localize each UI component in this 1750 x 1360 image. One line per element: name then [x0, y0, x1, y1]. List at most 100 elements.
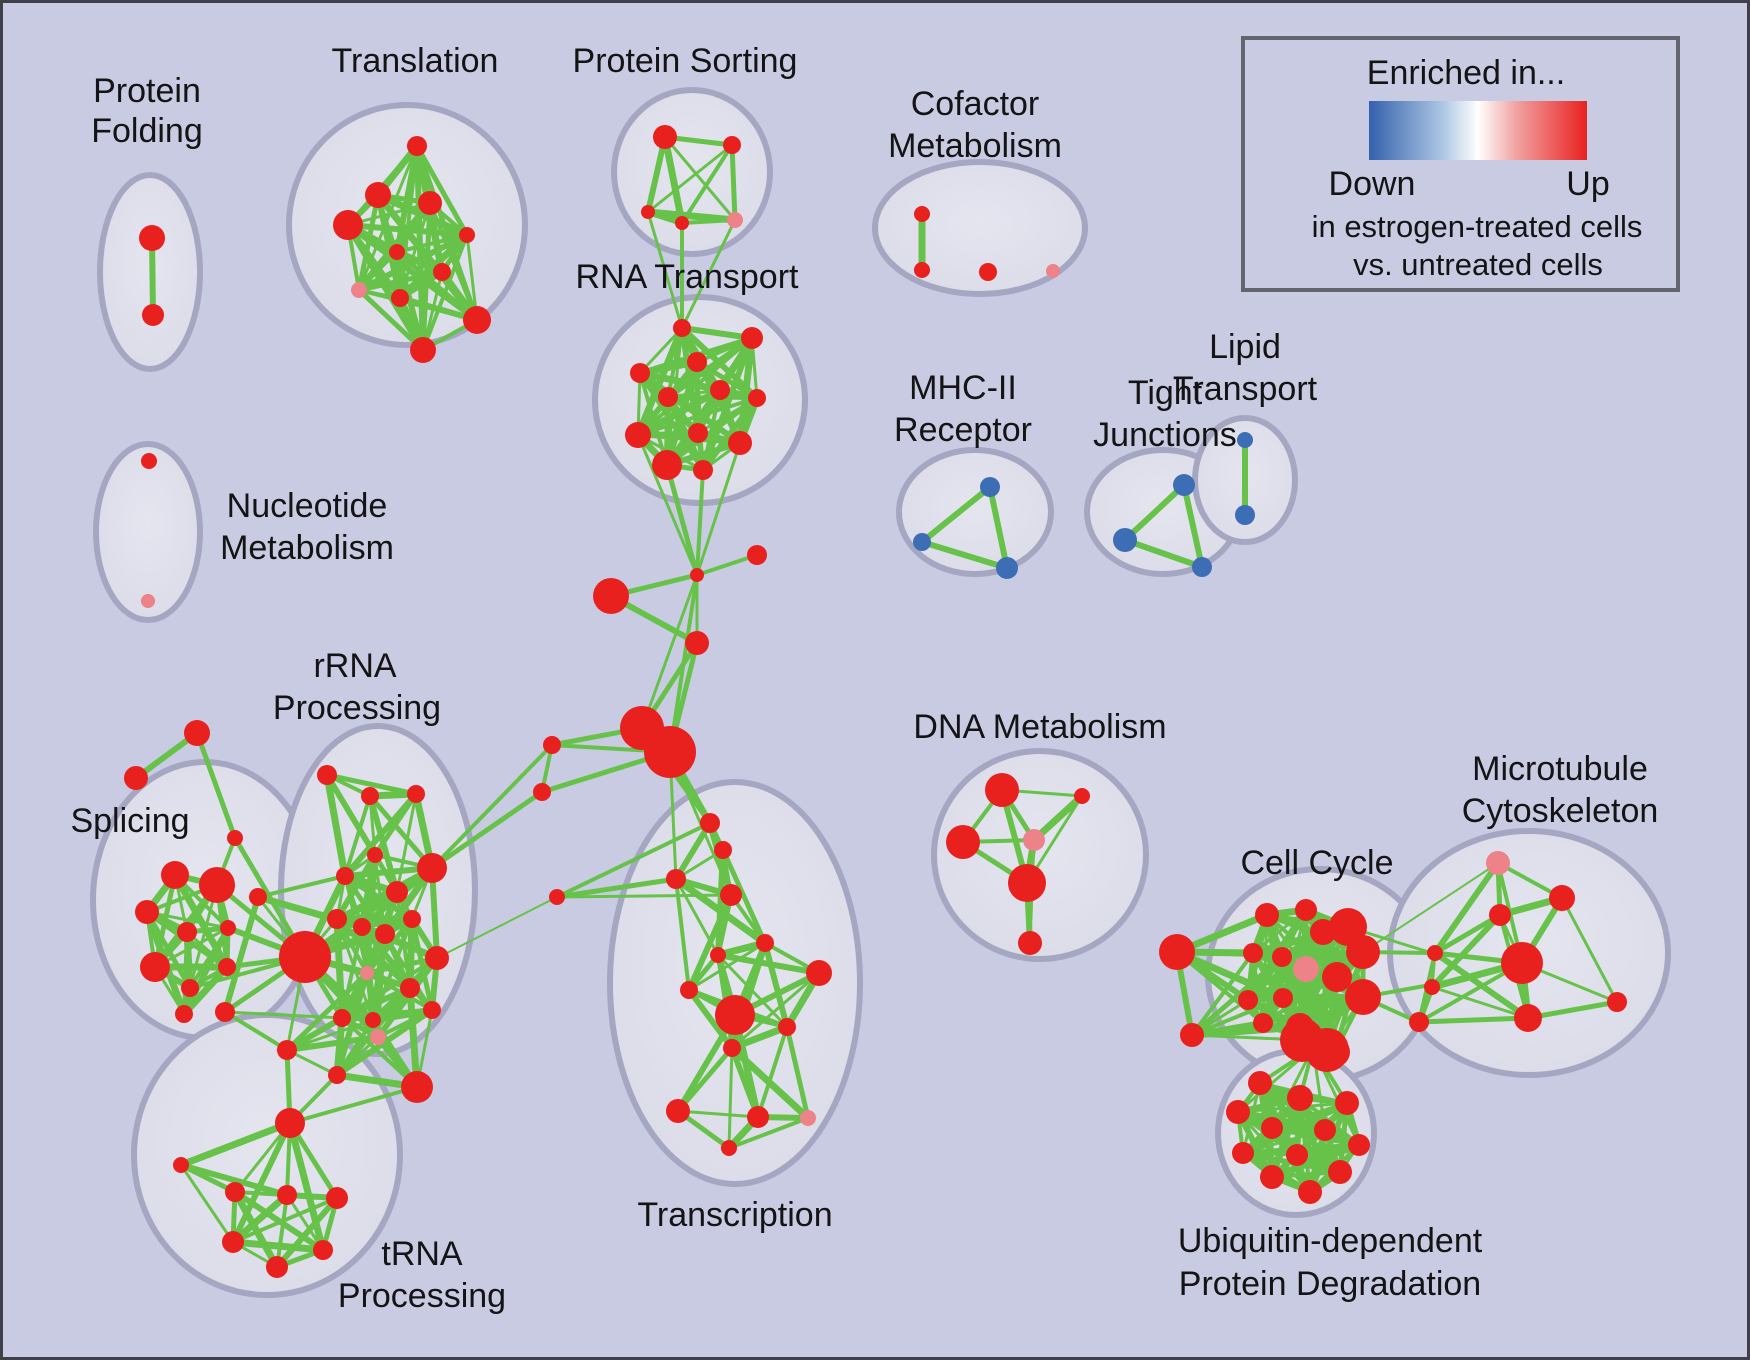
cluster-edge-rna-transport [634, 386, 724, 439]
network-node-rna-transport [687, 352, 707, 372]
cluster-edge-rrna-processing [376, 1008, 434, 1039]
cluster-edge-protein-sorting [661, 133, 686, 227]
inter-cluster-edge [555, 821, 712, 899]
cluster-edge-cell-cycle [1190, 951, 1255, 1037]
network-node-transcription [666, 1099, 690, 1123]
network-node-trna-processing [266, 1256, 288, 1278]
cluster-edge-microtubule-cytoskeleton [1525, 999, 1620, 1021]
cluster-edge-splicing [145, 910, 230, 930]
cluster-edge-tight-junctions [1122, 482, 1187, 543]
cluster-edge-trna-processing [229, 1238, 327, 1254]
network-node-microtubule-cytoskeleton [1549, 885, 1575, 911]
cluster-edge-rrna-processing [395, 792, 418, 894]
network-node-ubiquitin-degradation [1232, 1142, 1254, 1164]
cluster-label-lipid-transport: Transport [1173, 370, 1318, 408]
cluster-edge-transcription [784, 1024, 811, 1121]
cluster-edge-transcription [672, 875, 769, 947]
network-node-ubiquitin-degradation [1286, 1144, 1308, 1166]
network-node-translation [351, 282, 367, 298]
network-node-rna-transport [688, 423, 708, 443]
inter-cluster-edge [695, 441, 742, 577]
cluster-edge-protein-sorting [680, 218, 737, 225]
network-node-cell-cycle [1272, 947, 1292, 967]
network-node-ubiquitin-degradation [1226, 1100, 1250, 1124]
cluster-label-splicing: Splicing [70, 802, 189, 840]
cluster-edge-trna-processing [179, 1163, 235, 1244]
cluster-edge-trna-processing [178, 1162, 290, 1198]
network-node-cofactor-metabolism [914, 206, 930, 222]
network-node-protein-sorting [723, 136, 741, 154]
cluster-edge-rna-transport [700, 395, 760, 473]
network-node-translation [333, 210, 363, 240]
cluster-label-cell-cycle: Cell Cycle [1240, 844, 1393, 882]
cluster-label-transcription: Transcription [637, 1196, 832, 1234]
cluster-edge-trna-processing [286, 1119, 327, 1254]
legend-up-label: Up [1566, 165, 1609, 203]
inter-cluster-edge [695, 468, 705, 577]
network-node-trna-processing [326, 1187, 348, 1209]
network-node-cofactor-metabolism [979, 263, 997, 281]
nodes-layer [124, 125, 1627, 1278]
cluster-ellipse-mhc-ii-receptor [896, 447, 1054, 577]
cluster-label-trna-processing: Processing [338, 1277, 506, 1315]
cluster-edge-translation [356, 287, 426, 353]
network-node-protein-folding [139, 225, 165, 251]
inter-cluster-edge [680, 218, 737, 330]
cluster-edge-rrna-processing [429, 865, 440, 961]
network-node-splicing [140, 952, 170, 982]
network-node-mhc-ii-receptor [913, 533, 931, 551]
cluster-edge-transcription [686, 892, 734, 993]
network-node-transcription [680, 981, 698, 999]
network-node-microtubule-cytoskeleton [1427, 945, 1443, 961]
network-node-connectors [747, 545, 767, 565]
cluster-edge-rrna-processing [284, 1034, 381, 1053]
network-node-rrna-processing [361, 787, 379, 805]
cluster-edge-rna-transport [694, 359, 760, 401]
cluster-edge-rna-transport [634, 324, 686, 439]
network-node-tight-junctions [1192, 557, 1212, 577]
network-node-splicing [220, 920, 236, 936]
cluster-edge-rrna-processing [343, 794, 372, 878]
cluster-edge-microtubule-cytoskeleton [1432, 912, 1503, 956]
cluster-label-microtubule-cytoskeleton: Microtubule [1472, 750, 1648, 788]
network-node-microtubule-cytoskeleton [1486, 851, 1510, 875]
network-node-trna-processing [173, 1157, 189, 1173]
network-node-dna-metabolism [1074, 788, 1090, 804]
cluster-edge-transcription [674, 877, 691, 992]
legend-caption-line2: vs. untreated cells [1353, 247, 1603, 282]
network-node-transcription [714, 841, 732, 859]
cluster-label-nucleotide-metabolism: Nucleotide [227, 487, 388, 525]
inter-cluster-edge [430, 743, 554, 870]
network-node-rna-transport [710, 380, 730, 400]
network-node-trna-processing [313, 1240, 333, 1260]
network-node-rrna-processing [367, 847, 383, 863]
cluster-edge-rrna-processing [324, 772, 378, 858]
cluster-edge-protein-sorting [663, 135, 737, 222]
network-node-cell-cycle [1320, 1037, 1350, 1067]
network-node-connectors [644, 726, 696, 778]
network-node-translation [433, 263, 451, 281]
cluster-label-dna-metabolism: DNA Metabolism [913, 708, 1166, 746]
cluster-edge-mhc-ii-receptor [919, 539, 1010, 571]
network-node-dna-metabolism [985, 773, 1019, 807]
cluster-edge-rna-transport [679, 325, 755, 341]
cluster-label-mhc-ii-receptor: Receptor [894, 411, 1032, 449]
network-node-rna-transport [630, 363, 650, 383]
network-node-translation [410, 337, 436, 363]
cluster-edge-protein-sorting [680, 143, 734, 225]
network-node-tight-junctions [1173, 474, 1195, 496]
network-node-microtubule-cytoskeleton [1489, 904, 1511, 926]
network-node-splicing [177, 922, 197, 942]
network-node-connectors [549, 889, 565, 905]
cluster-edge-protein-sorting [646, 143, 734, 214]
network-node-trna-processing [225, 1182, 245, 1202]
cluster-edge-rrna-processing [284, 970, 370, 1053]
cluster-label-ubiquitin-degradation: Protein Degradation [1179, 1265, 1481, 1303]
cluster-label-lipid-transport: Lipid [1209, 328, 1281, 366]
network-node-trna-processing [222, 1231, 244, 1253]
network-node-rrna-processing [249, 888, 267, 906]
cluster-edge-translation [414, 143, 470, 238]
cluster-label-tight-junctions: Junctions [1093, 416, 1237, 454]
network-node-transcription [778, 1018, 796, 1036]
